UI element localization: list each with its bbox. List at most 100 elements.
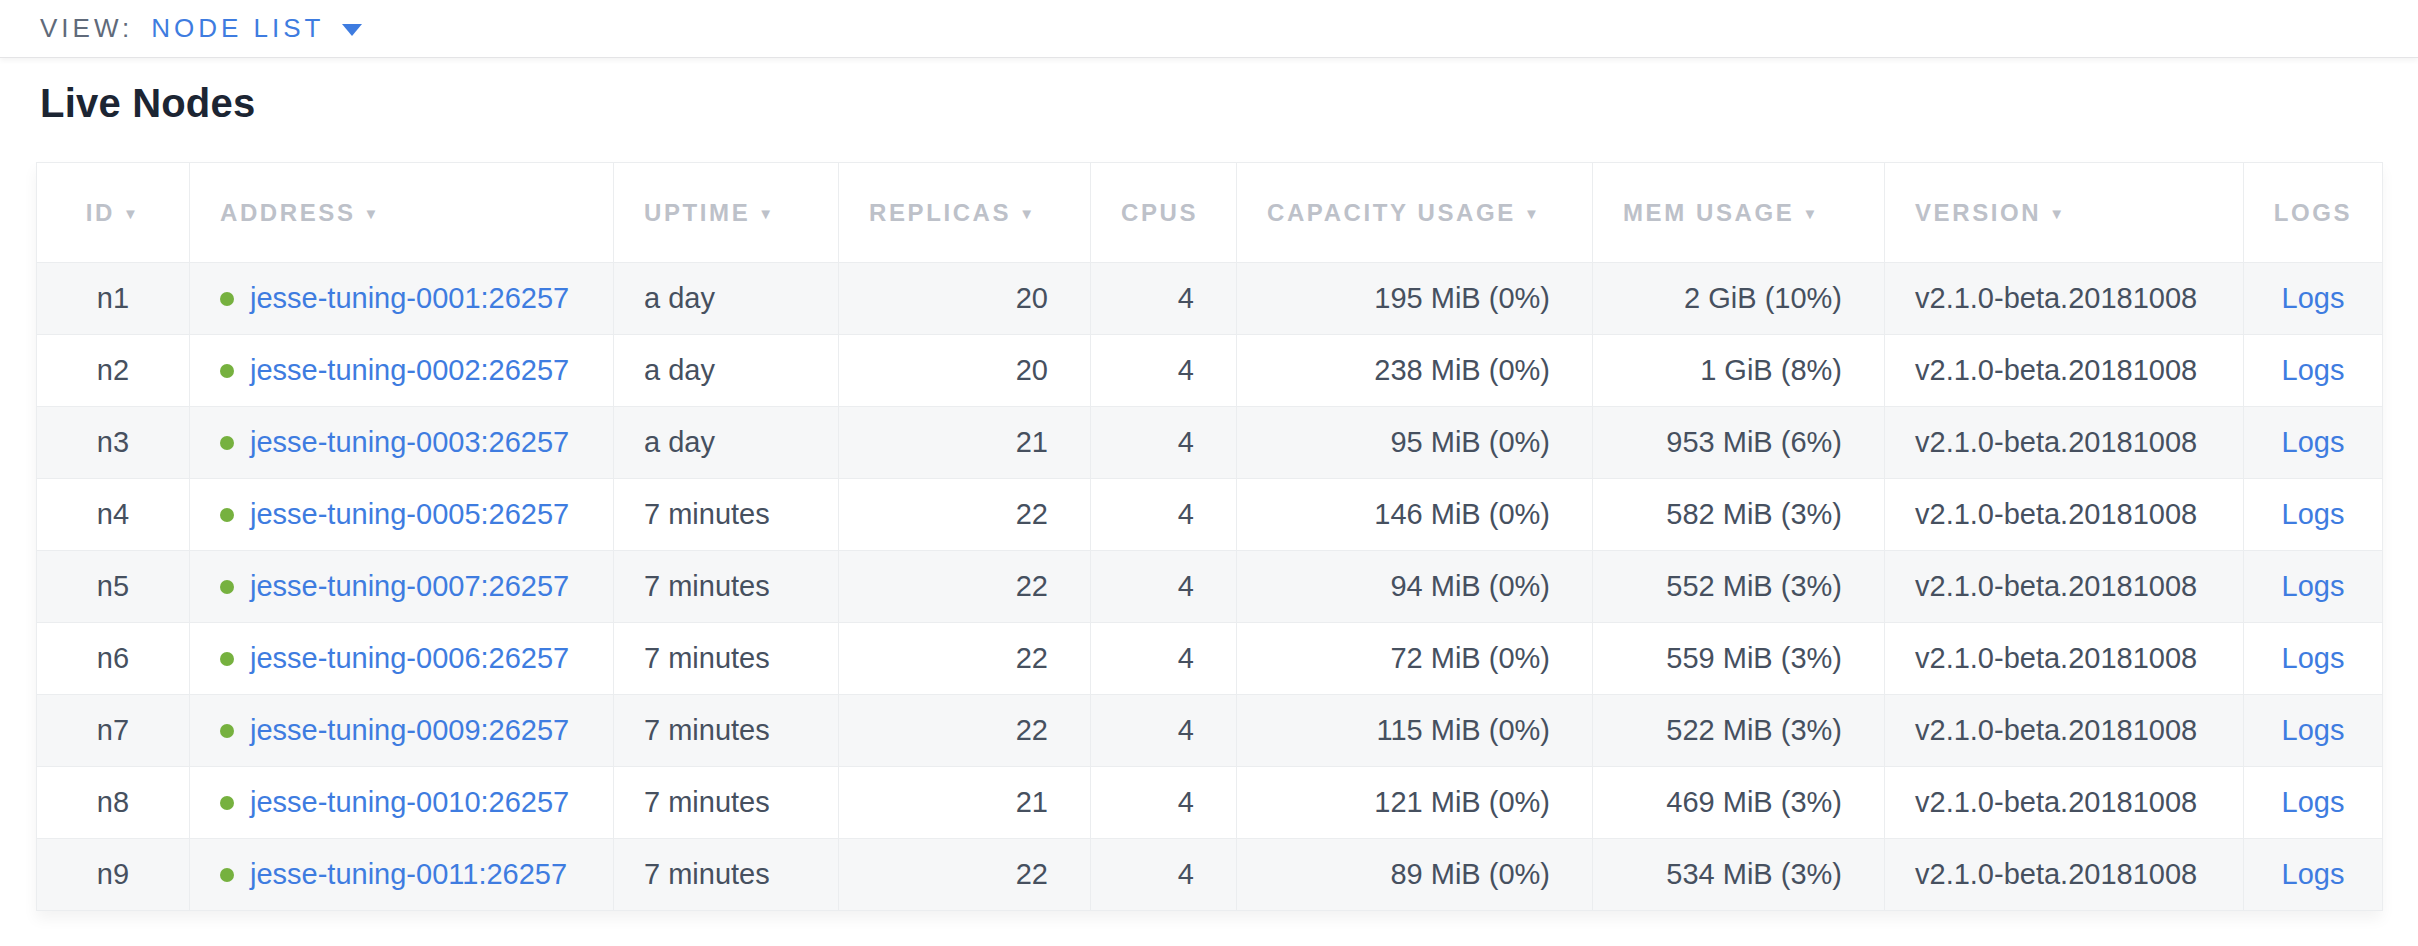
table-row: n7jesse-tuning-0009:262577 minutes224115… bbox=[37, 695, 2383, 767]
logs-link[interactable]: Logs bbox=[2282, 282, 2345, 314]
cell-logs: Logs bbox=[2244, 263, 2383, 335]
cell-cpus: 4 bbox=[1091, 551, 1237, 623]
cell-logs: Logs bbox=[2244, 767, 2383, 839]
column-label: ID bbox=[86, 199, 115, 226]
live-status-dot-icon bbox=[220, 580, 234, 594]
sort-arrow-icon: ▼ bbox=[758, 205, 775, 222]
view-selector-value: NODE LIST bbox=[151, 13, 324, 44]
cell-address: jesse-tuning-0005:26257 bbox=[190, 479, 614, 551]
node-address-link[interactable]: jesse-tuning-0006:26257 bbox=[250, 642, 569, 674]
cell-version: v2.1.0-beta.20181008 bbox=[1885, 695, 2244, 767]
cell-id: n7 bbox=[37, 695, 190, 767]
cell-replicas: 21 bbox=[839, 407, 1091, 479]
main-content: Live Nodes ID▼ADDRESS▼UPTIME▼REPLICAS▼CP… bbox=[0, 81, 2418, 911]
cell-logs: Logs bbox=[2244, 623, 2383, 695]
cell-id: n6 bbox=[37, 623, 190, 695]
view-selector[interactable]: NODE LIST bbox=[151, 13, 362, 44]
table-row: n6jesse-tuning-0006:262577 minutes22472 … bbox=[37, 623, 2383, 695]
node-address-link[interactable]: jesse-tuning-0002:26257 bbox=[250, 354, 569, 386]
live-status-dot-icon bbox=[220, 724, 234, 738]
cell-capacity: 94 MiB (0%) bbox=[1237, 551, 1593, 623]
cell-version: v2.1.0-beta.20181008 bbox=[1885, 839, 2244, 911]
table-row: n3jesse-tuning-0003:26257a day21495 MiB … bbox=[37, 407, 2383, 479]
view-label: VIEW: bbox=[40, 13, 133, 44]
cell-replicas: 22 bbox=[839, 839, 1091, 911]
sort-arrow-icon: ▼ bbox=[2049, 205, 2066, 222]
table-header: ID▼ADDRESS▼UPTIME▼REPLICAS▼CPUSCAPACITY … bbox=[37, 163, 2383, 263]
cell-mem: 552 MiB (3%) bbox=[1593, 551, 1885, 623]
cell-logs: Logs bbox=[2244, 839, 2383, 911]
logs-link[interactable]: Logs bbox=[2282, 498, 2345, 530]
live-status-dot-icon bbox=[220, 292, 234, 306]
live-nodes-table-wrap: ID▼ADDRESS▼UPTIME▼REPLICAS▼CPUSCAPACITY … bbox=[36, 162, 2382, 911]
cell-uptime: 7 minutes bbox=[614, 767, 839, 839]
live-status-dot-icon bbox=[220, 364, 234, 378]
column-label: ADDRESS bbox=[220, 199, 356, 226]
logs-link[interactable]: Logs bbox=[2282, 354, 2345, 386]
column-header-id[interactable]: ID ▼ bbox=[37, 163, 190, 263]
cell-mem: 953 MiB (6%) bbox=[1593, 407, 1885, 479]
cell-id: n1 bbox=[37, 263, 190, 335]
cell-version: v2.1.0-beta.20181008 bbox=[1885, 479, 2244, 551]
column-header-address[interactable]: ADDRESS▼ bbox=[190, 163, 614, 263]
sort-arrow-icon: ▼ bbox=[1802, 205, 1819, 222]
column-header-version[interactable]: VERSION ▼ bbox=[1885, 163, 2244, 263]
cell-uptime: a day bbox=[614, 263, 839, 335]
cell-id: n2 bbox=[37, 335, 190, 407]
column-header-capacity[interactable]: CAPACITY USAGE ▼ bbox=[1237, 163, 1593, 263]
column-label: MEM USAGE bbox=[1623, 199, 1794, 226]
cell-mem: 1 GiB (8%) bbox=[1593, 335, 1885, 407]
cell-capacity: 146 MiB (0%) bbox=[1237, 479, 1593, 551]
cell-address: jesse-tuning-0006:26257 bbox=[190, 623, 614, 695]
cell-logs: Logs bbox=[2244, 335, 2383, 407]
live-status-dot-icon bbox=[220, 796, 234, 810]
column-header-mem[interactable]: MEM USAGE ▼ bbox=[1593, 163, 1885, 263]
node-address-link[interactable]: jesse-tuning-0010:26257 bbox=[250, 786, 569, 818]
column-label: REPLICAS bbox=[869, 199, 1011, 226]
cell-cpus: 4 bbox=[1091, 407, 1237, 479]
cell-address: jesse-tuning-0002:26257 bbox=[190, 335, 614, 407]
sort-arrow-icon: ▼ bbox=[1524, 205, 1541, 222]
column-label: VERSION bbox=[1915, 199, 2041, 226]
table-row: n5jesse-tuning-0007:262577 minutes22494 … bbox=[37, 551, 2383, 623]
live-status-dot-icon bbox=[220, 652, 234, 666]
cell-logs: Logs bbox=[2244, 695, 2383, 767]
column-header-uptime[interactable]: UPTIME▼ bbox=[614, 163, 839, 263]
cell-cpus: 4 bbox=[1091, 695, 1237, 767]
cell-address: jesse-tuning-0009:26257 bbox=[190, 695, 614, 767]
table-row: n4jesse-tuning-0005:262577 minutes224146… bbox=[37, 479, 2383, 551]
logs-link[interactable]: Logs bbox=[2282, 858, 2345, 890]
cell-id: n9 bbox=[37, 839, 190, 911]
node-address-link[interactable]: jesse-tuning-0009:26257 bbox=[250, 714, 569, 746]
node-address-link[interactable]: jesse-tuning-0003:26257 bbox=[250, 426, 569, 458]
cell-version: v2.1.0-beta.20181008 bbox=[1885, 551, 2244, 623]
cell-replicas: 21 bbox=[839, 767, 1091, 839]
logs-link[interactable]: Logs bbox=[2282, 786, 2345, 818]
cell-replicas: 22 bbox=[839, 623, 1091, 695]
logs-link[interactable]: Logs bbox=[2282, 426, 2345, 458]
node-address-link[interactable]: jesse-tuning-0005:26257 bbox=[250, 498, 569, 530]
sort-arrow-icon: ▼ bbox=[123, 205, 140, 222]
live-nodes-table: ID▼ADDRESS▼UPTIME▼REPLICAS▼CPUSCAPACITY … bbox=[36, 162, 2383, 911]
logs-link[interactable]: Logs bbox=[2282, 570, 2345, 602]
node-address-link[interactable]: jesse-tuning-0001:26257 bbox=[250, 282, 569, 314]
node-address-link[interactable]: jesse-tuning-0011:26257 bbox=[250, 858, 567, 890]
cell-capacity: 72 MiB (0%) bbox=[1237, 623, 1593, 695]
cell-mem: 522 MiB (3%) bbox=[1593, 695, 1885, 767]
cell-version: v2.1.0-beta.20181008 bbox=[1885, 623, 2244, 695]
cell-mem: 559 MiB (3%) bbox=[1593, 623, 1885, 695]
logs-link[interactable]: Logs bbox=[2282, 642, 2345, 674]
node-address-link[interactable]: jesse-tuning-0007:26257 bbox=[250, 570, 569, 602]
cell-version: v2.1.0-beta.20181008 bbox=[1885, 767, 2244, 839]
cell-mem: 2 GiB (10%) bbox=[1593, 263, 1885, 335]
column-header-replicas[interactable]: REPLICAS▼ bbox=[839, 163, 1091, 263]
logs-link[interactable]: Logs bbox=[2282, 714, 2345, 746]
cell-version: v2.1.0-beta.20181008 bbox=[1885, 263, 2244, 335]
column-label: LOGS bbox=[2274, 199, 2352, 226]
cell-cpus: 4 bbox=[1091, 335, 1237, 407]
cell-uptime: 7 minutes bbox=[614, 839, 839, 911]
cell-address: jesse-tuning-0001:26257 bbox=[190, 263, 614, 335]
column-label: CAPACITY USAGE bbox=[1267, 199, 1516, 226]
cell-capacity: 89 MiB (0%) bbox=[1237, 839, 1593, 911]
table-row: n1jesse-tuning-0001:26257a day204195 MiB… bbox=[37, 263, 2383, 335]
